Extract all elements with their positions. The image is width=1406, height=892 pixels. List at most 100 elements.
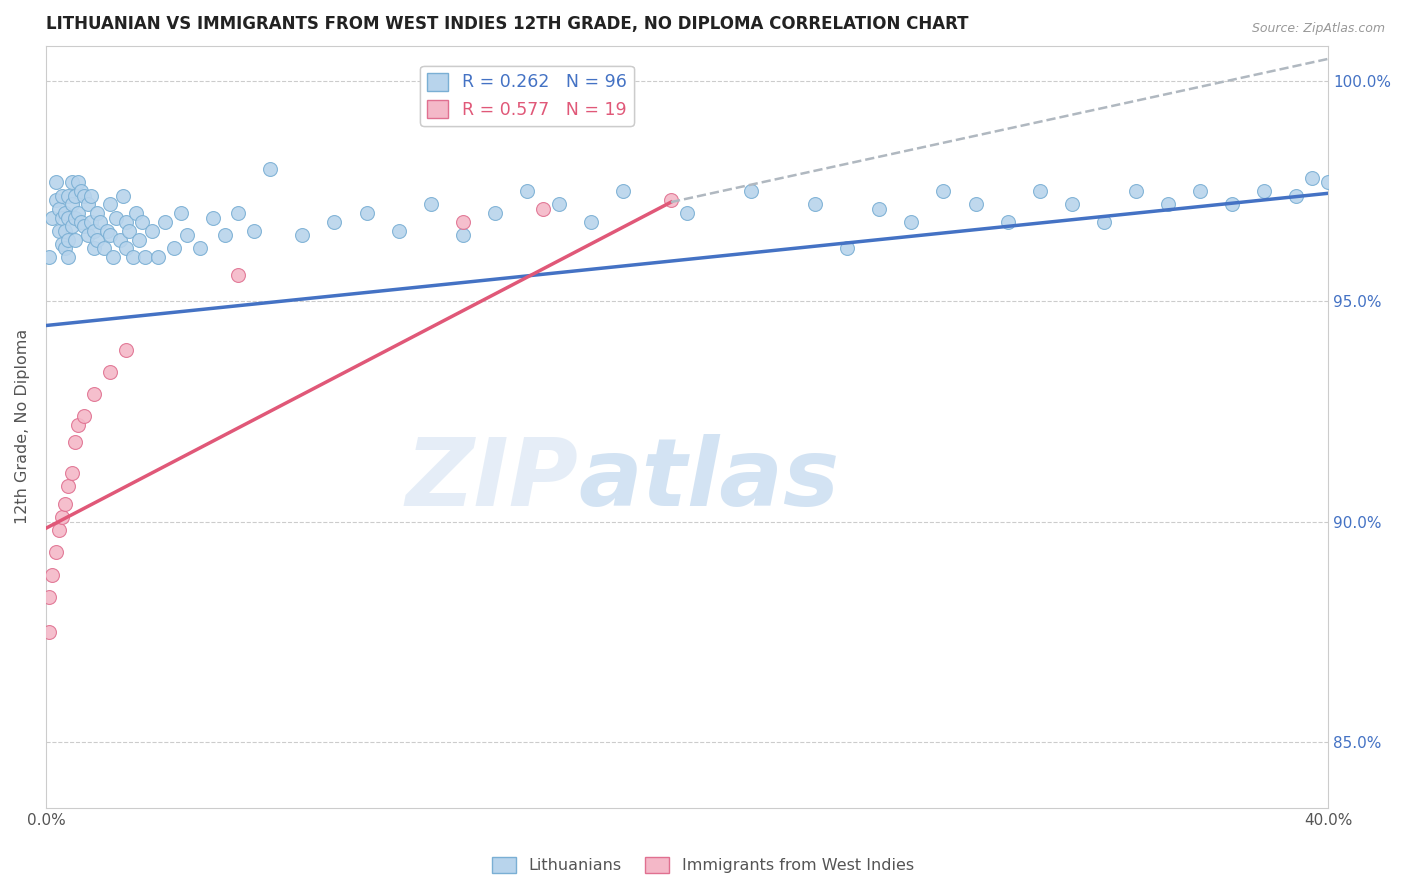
Point	[76, 197, 98, 211]
Point	[108, 233, 131, 247]
Point	[86, 233, 108, 247]
Point	[1301, 170, 1323, 185]
Point	[58, 233, 80, 247]
Point	[51, 211, 73, 225]
Point	[1285, 188, 1308, 202]
Point	[804, 197, 827, 211]
Point	[70, 184, 93, 198]
Point	[83, 241, 105, 255]
Point	[188, 241, 211, 255]
Point	[63, 188, 86, 202]
Point	[612, 184, 634, 198]
Point	[83, 224, 105, 238]
Point	[45, 193, 67, 207]
Point	[163, 241, 186, 255]
Point	[66, 175, 89, 189]
Point	[1220, 197, 1243, 211]
Point	[141, 224, 163, 238]
Point	[118, 224, 141, 238]
Point	[115, 215, 138, 229]
Point	[53, 497, 76, 511]
Point	[73, 188, 96, 202]
Point	[60, 197, 83, 211]
Point	[80, 188, 103, 202]
Point	[676, 206, 699, 220]
Legend: Lithuanians, Immigrants from West Indies: Lithuanians, Immigrants from West Indies	[485, 850, 921, 880]
Point	[86, 206, 108, 220]
Legend: R = 0.262   N = 96, R = 0.577   N = 19: R = 0.262 N = 96, R = 0.577 N = 19	[420, 66, 634, 126]
Point	[965, 197, 987, 211]
Text: atlas: atlas	[578, 434, 839, 526]
Point	[53, 241, 76, 255]
Point	[45, 545, 67, 559]
Point	[837, 241, 859, 255]
Point	[451, 228, 474, 243]
Point	[1125, 184, 1147, 198]
Point	[48, 524, 70, 538]
Point	[176, 228, 198, 243]
Point	[547, 197, 569, 211]
Point	[93, 241, 115, 255]
Point	[58, 211, 80, 225]
Point	[516, 184, 538, 198]
Y-axis label: 12th Grade, No Diploma: 12th Grade, No Diploma	[15, 329, 30, 524]
Point	[51, 510, 73, 524]
Point	[60, 175, 83, 189]
Point	[58, 250, 80, 264]
Point	[134, 250, 156, 264]
Point	[73, 409, 96, 423]
Point	[58, 188, 80, 202]
Point	[1060, 197, 1083, 211]
Point	[900, 215, 922, 229]
Point	[1188, 184, 1211, 198]
Point	[66, 206, 89, 220]
Point	[259, 162, 281, 177]
Point	[38, 250, 60, 264]
Point	[96, 224, 118, 238]
Point	[1317, 175, 1340, 189]
Point	[356, 206, 378, 220]
Point	[51, 188, 73, 202]
Point	[579, 215, 602, 229]
Point	[451, 215, 474, 229]
Point	[60, 219, 83, 234]
Point	[531, 202, 554, 216]
Point	[419, 197, 441, 211]
Point	[83, 387, 105, 401]
Point	[98, 197, 121, 211]
Point	[484, 206, 506, 220]
Point	[868, 202, 890, 216]
Point	[226, 268, 249, 282]
Point	[115, 343, 138, 357]
Point	[997, 215, 1019, 229]
Point	[103, 250, 125, 264]
Point	[659, 193, 682, 207]
Point	[121, 250, 143, 264]
Text: LITHUANIAN VS IMMIGRANTS FROM WEST INDIES 12TH GRADE, NO DIPLOMA CORRELATION CHA: LITHUANIAN VS IMMIGRANTS FROM WEST INDIE…	[46, 15, 969, 33]
Point	[291, 228, 314, 243]
Point	[70, 215, 93, 229]
Point	[323, 215, 346, 229]
Point	[226, 206, 249, 220]
Point	[1028, 184, 1050, 198]
Point	[73, 219, 96, 234]
Point	[76, 228, 98, 243]
Point	[125, 206, 148, 220]
Point	[41, 211, 63, 225]
Text: Source: ZipAtlas.com: Source: ZipAtlas.com	[1251, 22, 1385, 36]
Point	[89, 215, 111, 229]
Point	[66, 417, 89, 432]
Point	[243, 224, 266, 238]
Point	[80, 215, 103, 229]
Point	[48, 224, 70, 238]
Point	[131, 215, 153, 229]
Point	[128, 233, 150, 247]
Point	[169, 206, 191, 220]
Point	[153, 215, 176, 229]
Point	[740, 184, 762, 198]
Point	[41, 567, 63, 582]
Point	[1092, 215, 1115, 229]
Point	[111, 188, 134, 202]
Text: ZIP: ZIP	[405, 434, 578, 526]
Point	[45, 175, 67, 189]
